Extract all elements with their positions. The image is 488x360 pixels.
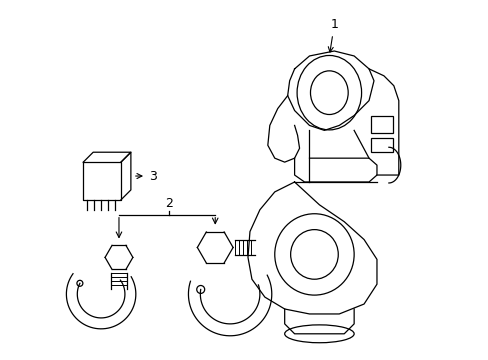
Text: 3: 3 (135, 170, 156, 183)
Text: 2: 2 (164, 197, 172, 210)
Bar (370, 138, 392, 152)
Bar (370, 116, 392, 133)
Text: 1: 1 (327, 18, 338, 52)
